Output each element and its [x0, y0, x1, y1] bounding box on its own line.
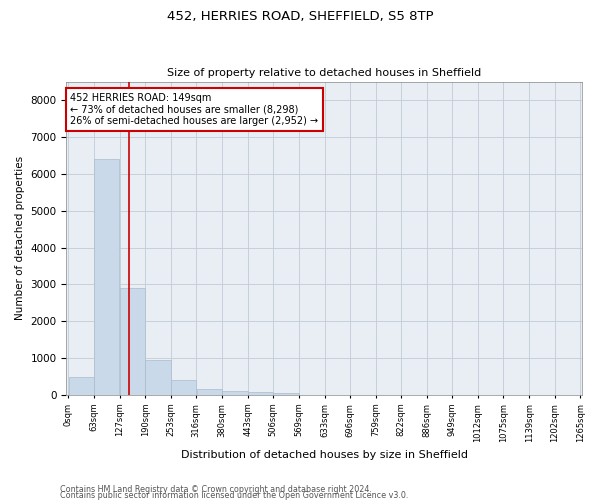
- Bar: [94, 159, 119, 395]
- Bar: [171, 380, 196, 395]
- Y-axis label: Number of detached properties: Number of detached properties: [15, 156, 25, 320]
- Text: 452 HERRIES ROAD: 149sqm
← 73% of detached houses are smaller (8,298)
26% of sem: 452 HERRIES ROAD: 149sqm ← 73% of detach…: [70, 92, 319, 126]
- Bar: [197, 390, 222, 395]
- Bar: [274, 393, 299, 395]
- Text: 452, HERRIES ROAD, SHEFFIELD, S5 8TP: 452, HERRIES ROAD, SHEFFIELD, S5 8TP: [167, 10, 433, 23]
- Text: Contains public sector information licensed under the Open Government Licence v3: Contains public sector information licen…: [60, 490, 409, 500]
- Bar: [120, 288, 145, 395]
- Bar: [145, 360, 170, 395]
- Bar: [68, 376, 94, 395]
- Title: Size of property relative to detached houses in Sheffield: Size of property relative to detached ho…: [167, 68, 481, 78]
- Text: Contains HM Land Registry data © Crown copyright and database right 2024.: Contains HM Land Registry data © Crown c…: [60, 484, 372, 494]
- Bar: [223, 390, 248, 395]
- Bar: [248, 392, 273, 395]
- X-axis label: Distribution of detached houses by size in Sheffield: Distribution of detached houses by size …: [181, 450, 468, 460]
